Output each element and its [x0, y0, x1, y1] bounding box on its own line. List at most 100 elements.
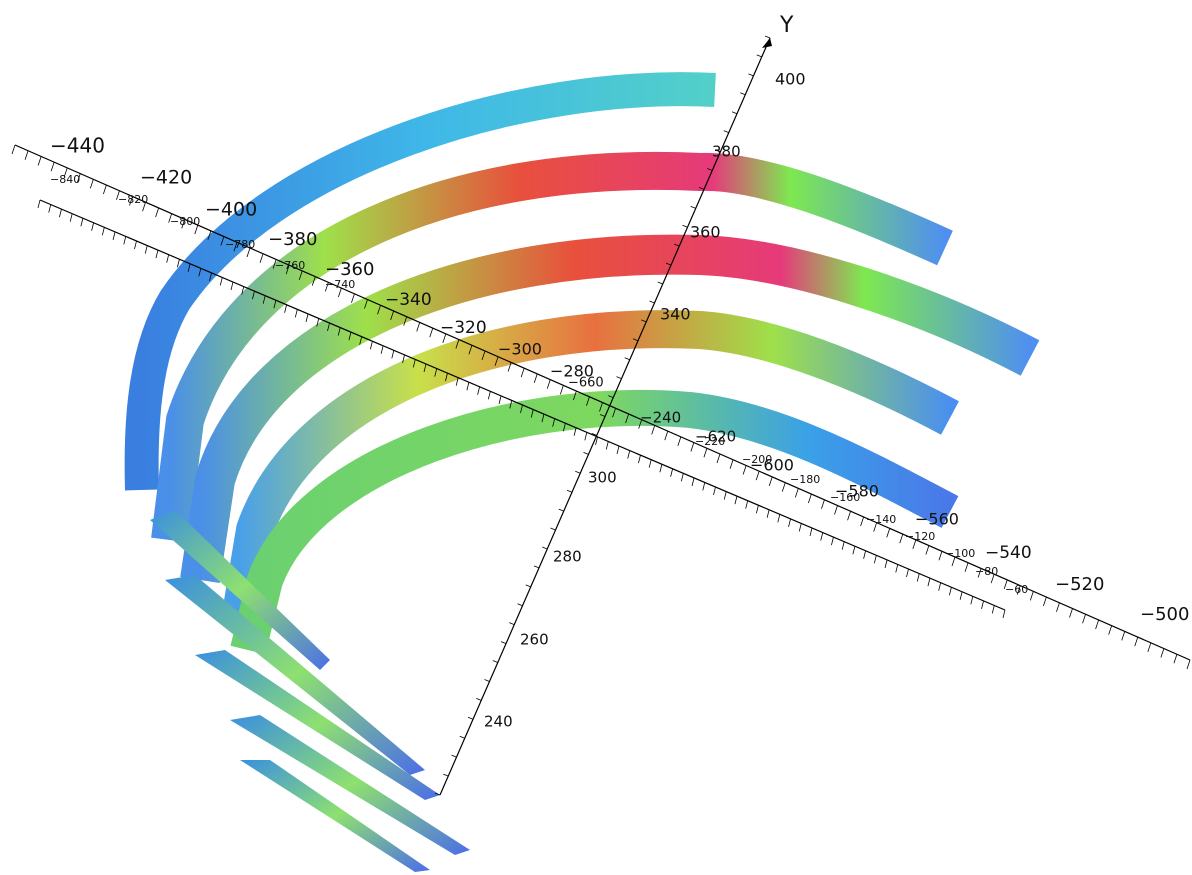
axis-tick: [887, 528, 890, 537]
axis-tick: [49, 205, 51, 213]
axis-tick: [928, 578, 930, 586]
axis-tick: [835, 506, 838, 515]
axis-tick: [468, 717, 473, 719]
axis-tick: [681, 473, 683, 481]
tick-label: −760: [275, 259, 305, 272]
tick-label: 360: [690, 223, 721, 242]
axis-tick: [874, 555, 876, 563]
tick-label: −320: [440, 318, 487, 338]
axis-tick: [430, 328, 433, 337]
axis-tick: [658, 282, 663, 284]
axis-tick: [769, 477, 772, 486]
axis-tick: [660, 464, 662, 472]
tick-label: −740: [325, 278, 355, 291]
axis-tick: [1161, 649, 1164, 658]
axis-tick: [38, 200, 40, 208]
axis-tick: [765, 36, 770, 38]
axis-tick: [740, 93, 745, 95]
y-axis-label: Y: [779, 13, 794, 38]
tick-label: −220: [695, 435, 725, 448]
axis-tick: [782, 483, 785, 492]
axis-tick: [960, 592, 962, 600]
tick-label: −80: [975, 565, 998, 578]
tick-label: −400: [205, 199, 257, 221]
axis-tick: [260, 254, 263, 263]
axis-tick: [900, 534, 903, 543]
axis-tick: [821, 500, 824, 509]
axis-tick: [381, 346, 383, 354]
axis-tick: [501, 642, 506, 644]
axis-tick: [982, 601, 984, 609]
axis-tick: [724, 131, 729, 133]
axis-tick: [534, 566, 539, 568]
axis-tick: [692, 478, 694, 486]
axis-tick: [617, 377, 622, 379]
tick-label: −440: [50, 134, 105, 158]
axis-tick: [460, 736, 465, 738]
axis-tick: [1070, 609, 1073, 618]
axis-tick: [1174, 654, 1177, 663]
axis-tick: [638, 455, 640, 463]
axis-tick: [743, 465, 746, 474]
axis-tick: [485, 679, 490, 681]
axis-tick: [285, 305, 287, 313]
tick-label: 240: [484, 713, 513, 731]
axis-tick: [38, 156, 41, 165]
axis-tick: [617, 446, 619, 454]
axis-tick: [526, 585, 531, 587]
axis-tick: [584, 452, 589, 454]
axis-tick: [509, 623, 514, 625]
axis-tick: [1003, 610, 1005, 618]
axis-tick: [628, 451, 630, 459]
axis-tick: [1109, 626, 1112, 635]
surface-bands: [142, 89, 1030, 872]
tick-label: −420: [140, 167, 192, 189]
axis-tick: [1148, 643, 1151, 652]
axis-tick: [831, 537, 833, 545]
axis-tick: [949, 587, 951, 595]
tick-label: −540: [985, 543, 1032, 563]
axis-tick: [691, 443, 694, 452]
axis-tick: [135, 241, 137, 249]
axis-tick: [90, 179, 93, 188]
axis-tick: [92, 223, 94, 231]
axis-tick: [778, 514, 780, 522]
axis-tick: [749, 74, 754, 76]
axis-tick: [691, 206, 696, 208]
axis-tick: [392, 350, 394, 358]
axis-tick: [59, 209, 61, 217]
axis-tick: [767, 510, 769, 518]
axis-tick: [167, 255, 169, 263]
axis-tick: [1030, 591, 1033, 600]
axis-tick: [551, 528, 556, 530]
axis-tick: [907, 569, 909, 577]
axis-tick: [678, 437, 681, 446]
axis-tick: [534, 374, 537, 383]
axis-tick: [102, 227, 104, 235]
tick-label: −380: [268, 229, 317, 250]
tick-label: −780: [225, 238, 255, 251]
axis-tick: [1122, 631, 1125, 640]
axis-tick: [113, 232, 115, 240]
axis-tick: [939, 551, 942, 560]
axis-tick: [896, 564, 898, 572]
axis-tick: [452, 755, 457, 757]
axis-tick: [842, 542, 844, 550]
tick-label: −100: [945, 547, 975, 560]
axis-tick: [70, 214, 72, 222]
axis-tick: [417, 322, 420, 331]
axis-tick: [650, 301, 655, 303]
axis-tick: [499, 396, 501, 404]
axis-tick: [717, 454, 720, 463]
axis-tick: [351, 294, 354, 303]
tick-label: 300: [588, 469, 617, 487]
axis-tick: [306, 314, 308, 322]
axis-tick: [885, 560, 887, 568]
axis-tick: [220, 277, 222, 285]
axis-tick: [652, 425, 655, 434]
axis-tick: [864, 551, 866, 559]
axis-tick: [1056, 603, 1059, 612]
axis-tick: [965, 563, 968, 572]
axis-tick: [704, 448, 707, 457]
tick-label: −840: [50, 173, 80, 186]
